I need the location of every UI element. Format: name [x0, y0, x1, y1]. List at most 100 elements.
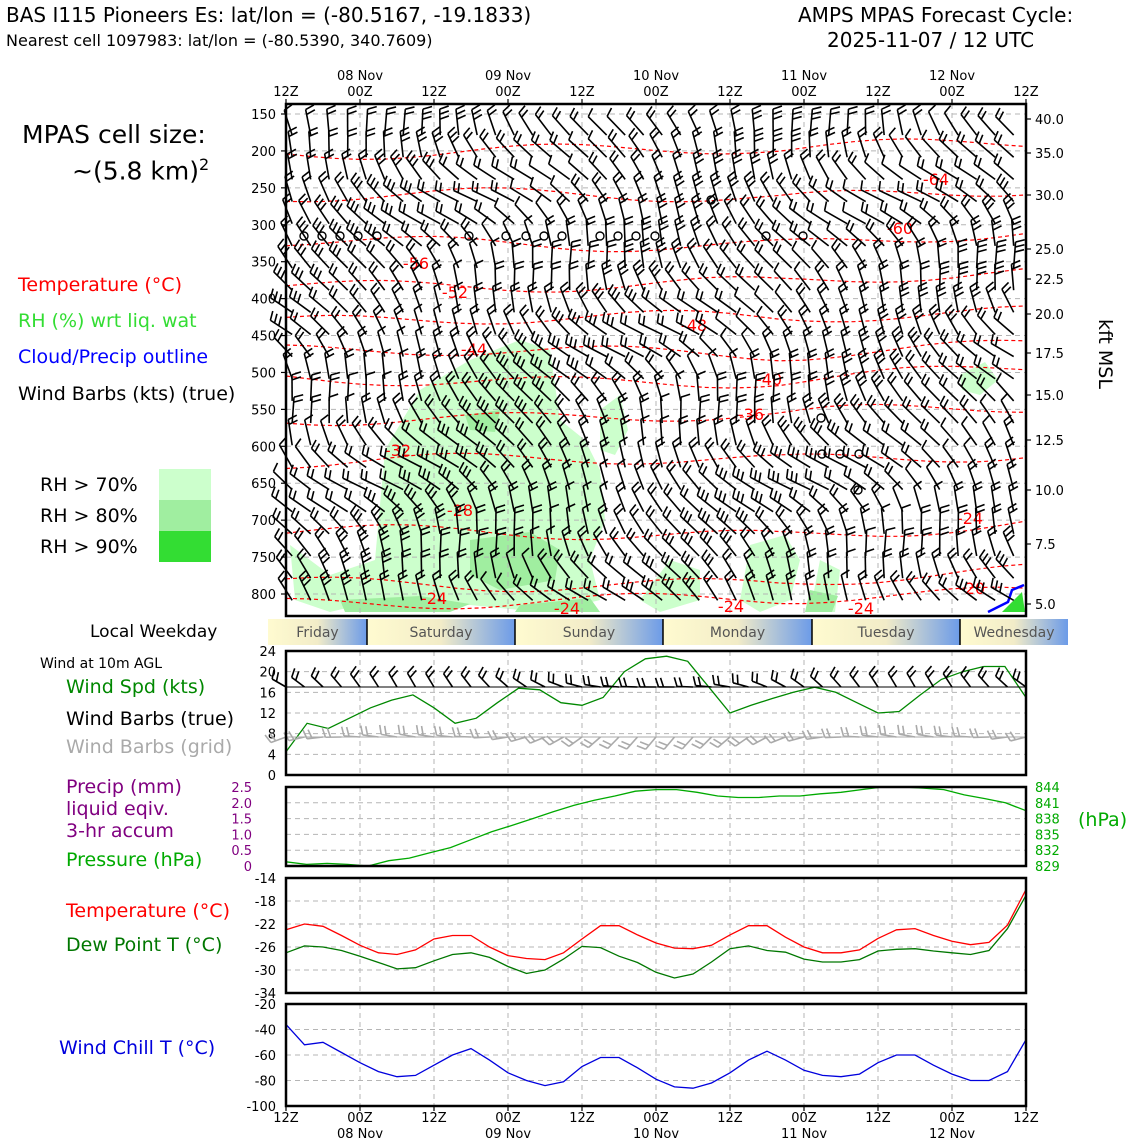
barb-flag [573, 554, 580, 564]
barb-flag [960, 377, 967, 387]
rh80-area [515, 598, 600, 612]
pressure-tick-label-right: 841 [1035, 797, 1060, 812]
barb-flag [290, 668, 296, 678]
barb-flag [747, 418, 756, 427]
barb-staff [633, 464, 645, 490]
barb-flag [845, 219, 851, 229]
barb-flag [665, 349, 673, 358]
barb-flag [360, 725, 364, 736]
wind-barb [512, 130, 534, 158]
barb-flag [468, 330, 477, 339]
calm-circle [501, 231, 511, 241]
wind-barb [866, 394, 885, 424]
weekday-band [268, 619, 367, 645]
barb-flag [479, 128, 486, 138]
barb-flag [420, 204, 425, 214]
barb-flag [857, 374, 866, 383]
barb-flag [499, 443, 506, 453]
barb-flag [992, 225, 1002, 231]
barb-staff [535, 313, 552, 335]
barb-flag [700, 393, 711, 398]
barb-flag [641, 677, 646, 688]
wind-barb [975, 238, 988, 269]
barb-flag [754, 240, 760, 250]
barb-flag [1001, 281, 1010, 290]
barb-flag [349, 665, 357, 675]
barb-flag [977, 238, 988, 243]
barb-flag [450, 490, 459, 499]
barb-flag [1011, 264, 1021, 270]
barb-flag [988, 463, 998, 471]
barb-flag [560, 441, 570, 449]
barb-flag [546, 219, 556, 227]
barb-flag [495, 509, 506, 514]
sfc-wind-barb-true [495, 667, 509, 688]
barb-flag [330, 305, 338, 315]
sfc-wind-barb-grid [933, 725, 953, 738]
top-time-tick-label: 00Z [495, 85, 521, 100]
wind-barb [609, 526, 626, 557]
wind-barb [592, 525, 608, 557]
barb-flag [723, 514, 729, 524]
barb-flag [658, 332, 663, 343]
barb-flag [317, 530, 325, 539]
sfc-wind-barb-grid [579, 736, 602, 749]
barb-flag [542, 458, 551, 466]
barb-flag [418, 420, 424, 430]
barb-flag [514, 329, 520, 339]
barb-flag [656, 313, 660, 323]
wind-barb [273, 328, 293, 358]
barb-flag [802, 325, 812, 333]
barb-flag [317, 247, 324, 257]
wind-barb [486, 303, 497, 335]
barb-flag [308, 286, 314, 296]
wind-barb [661, 528, 682, 557]
wind-barb [977, 106, 996, 136]
wind-barb [514, 395, 534, 424]
barb-flag [370, 420, 378, 430]
barb-staff [582, 486, 589, 512]
barb-flag [904, 532, 914, 536]
wchill-tick-label: -80 [255, 1075, 276, 1090]
barb-flag [599, 197, 609, 205]
barb-flag [645, 290, 650, 300]
barb-flag [880, 286, 890, 293]
barb-flag [292, 490, 297, 501]
barb-flag [272, 462, 279, 472]
wind-barb [380, 547, 392, 579]
wind-barb [938, 526, 950, 557]
barb-flag [277, 570, 285, 579]
barb-flag [569, 550, 576, 560]
barb-flag [415, 126, 425, 133]
barb-flag [763, 529, 771, 538]
barb-flag [502, 358, 509, 368]
barb-flag [821, 401, 830, 409]
wind-barb [785, 547, 797, 579]
barb-flag [716, 675, 720, 686]
barb-flag [635, 463, 644, 471]
barb-flag [478, 532, 489, 536]
barb-flag [447, 347, 457, 356]
barb-flag [459, 157, 465, 168]
barb-flag [975, 503, 985, 509]
barb-flag [899, 547, 909, 554]
barb-flag [639, 392, 649, 399]
barb-staff [530, 678, 546, 688]
wind-barb [421, 151, 441, 180]
barb-staff [328, 293, 349, 313]
barb-staff [363, 352, 367, 379]
barb-flag [676, 288, 681, 299]
wind-barb [854, 370, 868, 402]
wind-barb [519, 304, 534, 335]
wind-barb [954, 155, 978, 181]
wind-barb [382, 127, 393, 158]
wind-barb [810, 239, 830, 269]
wind-barb [799, 148, 811, 180]
barb-flag [494, 260, 505, 265]
barb-staff [545, 530, 552, 557]
wind-barb [372, 303, 386, 335]
barb-flag [864, 153, 870, 163]
wind-barb [733, 286, 756, 313]
wind-barb [749, 347, 760, 379]
wind-barb [579, 436, 590, 468]
